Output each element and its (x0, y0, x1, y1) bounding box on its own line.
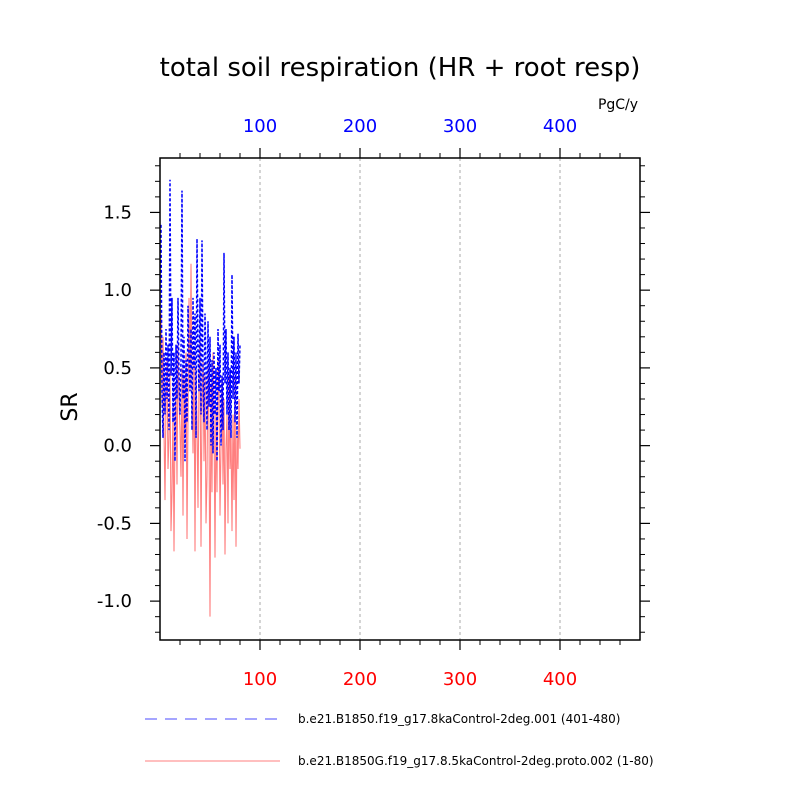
axis-ticks: 100 100 200 200 300 300 400 400 -1.0 -0.5 0.0 0.5 1.… (97, 116, 650, 690)
units-label: PgC/y (598, 97, 638, 113)
x-tick-label-bottom: 100 (243, 669, 277, 690)
y-tick-label: 1.0 (103, 280, 132, 301)
series-group (160, 179, 241, 617)
y-tick-label: 1.5 (103, 202, 132, 223)
x-tick-label-top: 300 (443, 116, 477, 137)
x-tick-label-bottom: 200 (343, 669, 377, 690)
x-tick-label-bottom: 300 (443, 669, 477, 690)
x-tick-label-top: 200 (343, 116, 377, 137)
y-tick-label: 0.5 (103, 358, 132, 379)
y-axis-label: SR (58, 392, 83, 421)
series-line-red (160, 263, 241, 617)
y-tick-label: -0.5 (97, 513, 132, 534)
legend-label-red: b.e21.B1850G.f19_g17.8.5kaControl-2deg.p… (298, 754, 654, 768)
y-tick-label: 0.0 (103, 436, 132, 457)
x-tick-label-top: 100 (243, 116, 277, 137)
plot-frame (159, 157, 641, 641)
y-tick-label: -1.0 (97, 591, 132, 612)
grid-lines (259, 158, 561, 640)
legend: b.e21.B1850.f19_g17.8kaControl-2deg.001 … (145, 712, 654, 768)
x-tick-label-top: 400 (543, 116, 577, 137)
chart-title: total soil respiration (HR + root resp) (160, 53, 641, 83)
x-tick-label-bottom: 400 (543, 669, 577, 690)
series-line-blue (160, 179, 241, 462)
legend-label-blue: b.e21.B1850.f19_g17.8kaControl-2deg.001 … (298, 712, 620, 726)
